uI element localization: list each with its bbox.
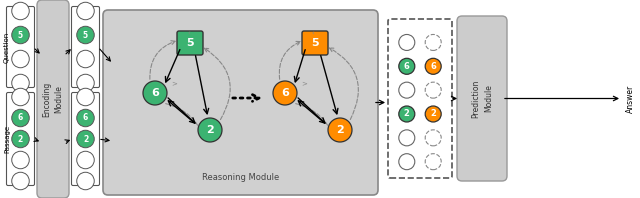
Text: Answer: Answer [625, 84, 634, 113]
FancyBboxPatch shape [302, 31, 328, 55]
Text: Reasoning Module: Reasoning Module [202, 173, 279, 183]
FancyBboxPatch shape [6, 7, 35, 88]
Circle shape [425, 106, 441, 122]
FancyBboxPatch shape [72, 92, 99, 186]
Circle shape [425, 130, 441, 146]
Circle shape [12, 74, 29, 92]
Circle shape [12, 130, 29, 148]
Text: 5: 5 [83, 30, 88, 39]
Circle shape [12, 172, 29, 190]
Text: 6: 6 [18, 113, 23, 123]
Text: 5: 5 [311, 38, 319, 48]
FancyBboxPatch shape [37, 0, 69, 198]
Text: 6: 6 [83, 113, 88, 123]
Circle shape [12, 2, 29, 20]
FancyBboxPatch shape [177, 31, 203, 55]
Text: 2: 2 [404, 109, 410, 118]
Circle shape [77, 172, 94, 190]
Text: >: > [301, 80, 307, 86]
Circle shape [273, 81, 297, 105]
Circle shape [77, 130, 94, 148]
Text: 2: 2 [336, 125, 344, 135]
Text: 6: 6 [430, 62, 436, 71]
Circle shape [425, 58, 441, 74]
Circle shape [399, 58, 415, 74]
Text: >: > [171, 80, 177, 86]
Text: 5: 5 [18, 30, 23, 39]
Text: Question: Question [4, 31, 10, 63]
Circle shape [198, 118, 222, 142]
Circle shape [425, 82, 441, 98]
Circle shape [425, 34, 441, 50]
Circle shape [77, 2, 94, 20]
Circle shape [77, 109, 94, 127]
Circle shape [77, 74, 94, 92]
Text: 6: 6 [404, 62, 410, 71]
FancyBboxPatch shape [72, 7, 99, 88]
Circle shape [425, 154, 441, 170]
Text: 2: 2 [206, 125, 214, 135]
Text: ‹: ‹ [187, 30, 189, 36]
FancyBboxPatch shape [103, 10, 378, 195]
Text: Passage: Passage [4, 125, 10, 153]
Circle shape [328, 118, 352, 142]
Circle shape [77, 151, 94, 169]
Circle shape [399, 34, 415, 50]
Text: Prediction
Module: Prediction Module [471, 79, 493, 118]
Text: 5: 5 [186, 38, 194, 48]
Circle shape [12, 109, 29, 127]
Text: 2: 2 [430, 109, 436, 118]
Circle shape [12, 50, 29, 68]
Circle shape [77, 50, 94, 68]
Circle shape [12, 26, 29, 44]
FancyBboxPatch shape [6, 92, 35, 186]
Text: 6: 6 [151, 88, 159, 98]
Circle shape [77, 88, 94, 106]
Text: 2: 2 [83, 134, 88, 144]
Circle shape [399, 106, 415, 122]
Circle shape [143, 81, 167, 105]
Circle shape [12, 88, 29, 106]
Circle shape [399, 154, 415, 170]
Text: ‹: ‹ [312, 30, 315, 36]
Text: 2: 2 [18, 134, 23, 144]
Circle shape [12, 151, 29, 169]
Text: Encoding
Module: Encoding Module [42, 81, 64, 117]
Circle shape [399, 130, 415, 146]
FancyBboxPatch shape [457, 16, 507, 181]
Text: 6: 6 [281, 88, 289, 98]
Circle shape [399, 82, 415, 98]
FancyBboxPatch shape [388, 19, 452, 178]
Circle shape [77, 26, 94, 44]
